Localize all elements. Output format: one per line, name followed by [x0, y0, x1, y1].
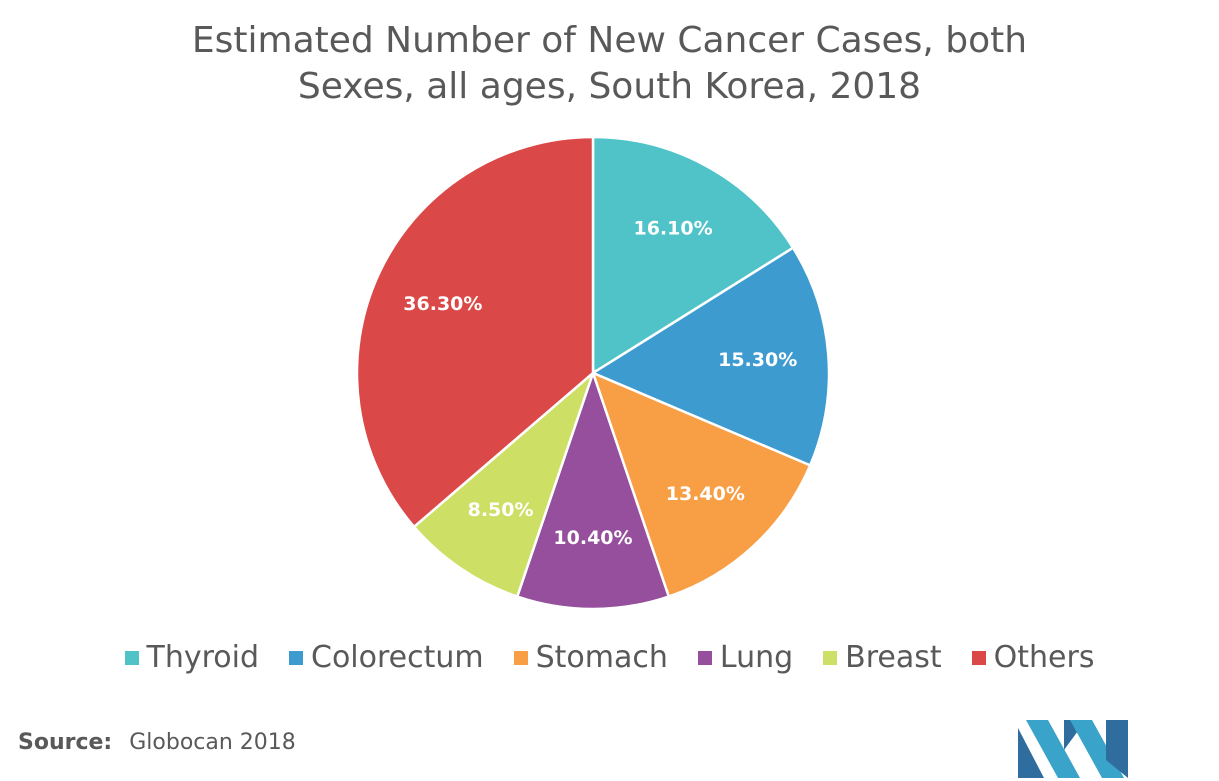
pie-slice-colorectum [590, 246, 831, 468]
data-label-stomach: 13.40% [666, 483, 745, 505]
data-label-others: 36.30% [403, 293, 482, 315]
data-label-colorectum: 15.30% [718, 349, 797, 371]
legend-label-others: Others [993, 640, 1095, 675]
chart-legend: Thyroid Colorectum Stomach Lung Breast Others [0, 640, 1219, 675]
legend-item-others: Others [971, 640, 1095, 675]
source-value: Globocan 2018 [129, 730, 296, 755]
pie-slice-thyroid [591, 135, 795, 376]
legend-swatch-thyroid [124, 650, 139, 665]
legend-label-lung: Lung [719, 640, 794, 675]
legend-swatch-lung [697, 650, 712, 665]
legend-label-colorectum: Colorectum [311, 640, 484, 675]
legend-item-colorectum: Colorectum [289, 640, 484, 675]
legend-item-lung: Lung [697, 640, 794, 675]
legend-swatch-stomach [513, 650, 528, 665]
legend-label-stomach: Stomach [535, 640, 668, 675]
legend-item-breast: Breast [823, 640, 942, 675]
legend-swatch-colorectum [289, 650, 303, 665]
legend-swatch-breast [823, 650, 838, 665]
source-note: Source: Globocan 2018 [18, 730, 296, 755]
source-label: Source: [18, 730, 113, 755]
pie-slice-others [355, 135, 595, 529]
chart-title-line-1: Estimated Number of New Cancer Cases, bo… [191, 20, 1028, 61]
legend-item-stomach: Stomach [513, 640, 668, 675]
pie-slice-breast [412, 369, 596, 599]
chart-title: Estimated Number of New Cancer Cases, bo… [0, 18, 1219, 110]
data-label-breast: 8.50% [468, 499, 534, 521]
legend-label-breast: Breast [845, 640, 942, 675]
pie-slice-stomach [590, 370, 812, 599]
data-label-thyroid: 16.10% [633, 217, 712, 239]
data-label-lung: 10.40% [553, 527, 632, 549]
mordor-logo-icon [1018, 720, 1128, 778]
legend-label-thyroid: Thyroid [146, 640, 260, 675]
legend-swatch-others [971, 650, 986, 665]
legend-item-thyroid: Thyroid [124, 640, 260, 675]
chart-title-line-2: Sexes, all ages, South Korea, 2018 [297, 66, 922, 107]
pie-slice-lung [515, 369, 671, 611]
